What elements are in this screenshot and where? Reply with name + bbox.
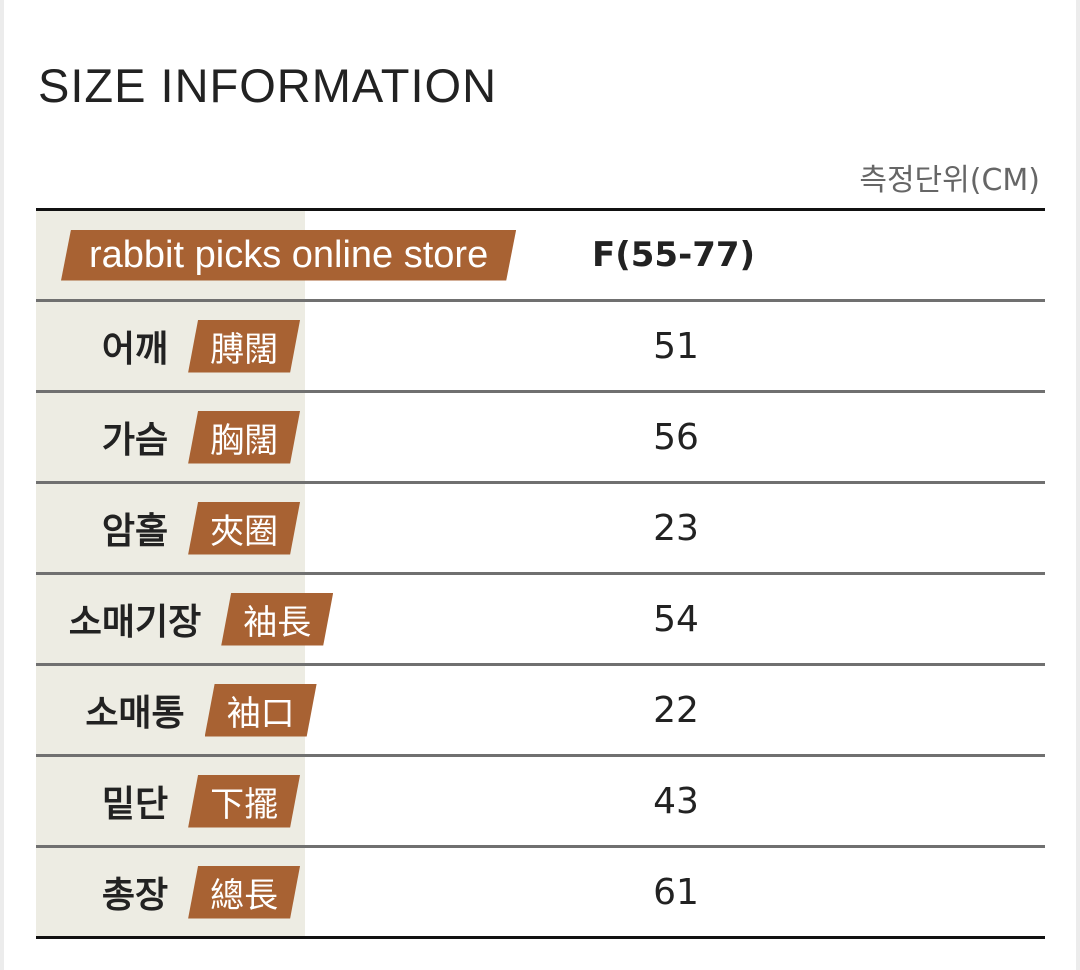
korean-label: 어깨 [101,329,169,370]
hanja-badge: 袖長 [221,593,333,646]
hanja-badge: 膊闊 [188,320,300,373]
korean-label: 암홀 [101,511,169,552]
row-label: 가슴 胸闊 [36,411,366,464]
size-header: F(55-77) [592,235,756,275]
hanja-badge: 下擺 [188,775,300,828]
table-row: 소매기장 袖長 54 [36,575,1045,666]
measurement-value: 61 [653,871,699,913]
row-label: 어깨 膊闊 [36,320,366,373]
table-row: 가슴 胸闊 56 [36,393,1045,484]
row-label: 소매기장 袖長 [36,593,366,646]
table-row: 밑단 下擺 43 [36,757,1045,848]
page-title: SIZE INFORMATION [38,59,498,112]
measurement-value: 51 [653,325,699,367]
table-row: 어깨 膊闊 51 [36,302,1045,393]
hanja-badge: 胸闊 [188,411,300,464]
korean-label: 소매기장 [68,602,202,643]
table-header: rabbit picks online store F(55-77) [36,211,1045,302]
unit-label: 측정단위(CM) [859,163,1040,198]
measurement-value: 23 [653,507,699,549]
row-label: 소매통 袖口 [36,684,366,737]
hanja-badge: 夾圈 [188,502,300,555]
table-row: 총장 總長 61 [36,848,1045,936]
korean-label: 소매통 [85,693,185,734]
hanja-badge: 總長 [188,866,300,919]
table-row: 소매통 袖口 22 [36,666,1045,757]
korean-label: 총장 [101,875,169,916]
table-row: 암홀 夾圈 23 [36,484,1045,575]
measurement-value: 54 [653,598,699,640]
measurement-value: 43 [653,780,699,822]
size-table: rabbit picks online store F(55-77) 어깨 膊闊 5… [36,208,1045,939]
hanja-badge: 袖口 [205,684,317,737]
measurement-value: 22 [653,689,699,731]
measurement-value: 56 [653,416,699,458]
store-badge: rabbit picks online store [61,230,516,281]
row-label: 암홀 夾圈 [36,502,366,555]
row-label: 밑단 下擺 [36,775,366,828]
row-label: 총장 總長 [36,866,366,919]
korean-label: 가슴 [101,420,169,461]
korean-label: 밑단 [101,784,169,825]
